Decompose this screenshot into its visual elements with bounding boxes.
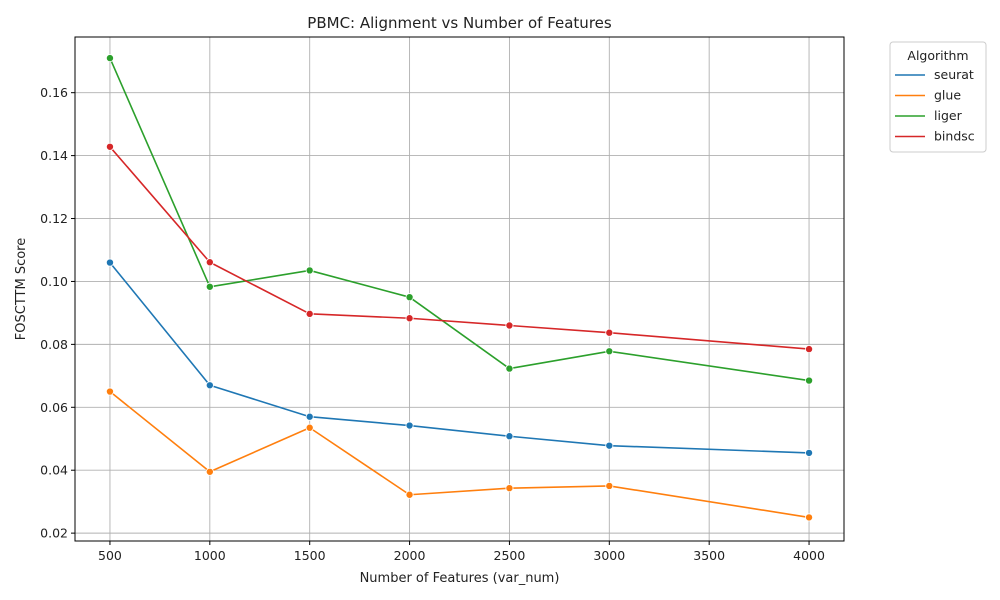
data-point-glue [505,484,514,493]
series-line-bindsc [109,146,810,350]
data-point-glue [405,490,414,499]
x-tick-label: 2000 [394,548,426,563]
data-point-seurat [205,381,214,390]
data-point-bindsc [505,321,514,330]
data-point-seurat [305,412,314,421]
series-line-liger [109,57,810,382]
data-point-bindsc [305,309,314,318]
data-point-bindsc [105,142,114,151]
data-point-liger [505,364,514,373]
data-point-seurat [105,258,114,267]
x-tick-label: 3000 [593,548,625,563]
chart-title: PBMC: Alignment vs Number of Features [307,14,612,32]
data-point-liger [605,347,614,356]
x-tick-label: 4000 [793,548,825,563]
legend-label-seurat: seurat [934,67,974,82]
y-tick-label: 0.12 [40,211,68,226]
y-tick-label: 0.04 [40,463,68,478]
legend-label-glue: glue [934,88,961,103]
series-lines [109,57,810,519]
y-tick-label: 0.14 [40,148,68,163]
data-point-seurat [405,421,414,430]
x-axis-ticks: 500 1000 1500 2000 2500 3000 3500 4000 [98,541,825,563]
data-point-glue [105,387,114,396]
x-tick-label: 3500 [693,548,725,563]
x-tick-label: 2500 [494,548,526,563]
data-point-seurat [605,441,614,450]
x-tick-label: 1000 [194,548,226,563]
legend-label-liger: liger [934,108,963,123]
data-point-glue [605,481,614,490]
y-tick-label: 0.08 [40,337,68,352]
legend-label-bindsc: bindsc [934,129,975,144]
data-point-bindsc [205,258,214,267]
data-point-bindsc [605,328,614,337]
series-line-seurat [109,262,810,454]
data-point-seurat [805,448,814,457]
series-line-glue [109,390,810,519]
data-point-seurat [505,432,514,441]
data-point-bindsc [405,314,414,323]
data-point-liger [805,376,814,385]
legend-box [889,41,987,153]
grid [75,37,844,541]
legend-entries: seurat glue liger bindsc [895,67,975,144]
x-axis-label: Number of Features (var_num) [360,571,560,586]
data-point-glue [205,467,214,476]
data-point-liger [105,54,114,63]
legend-title: Algorithm [907,48,968,63]
data-point-bindsc [805,345,814,354]
y-axis-ticks: 0.02 0.04 0.06 0.08 0.10 0.12 0.14 0.16 [40,85,75,541]
data-point-glue [805,513,814,522]
y-tick-label: 0.06 [40,400,68,415]
series-points [105,54,814,522]
y-tick-label: 0.02 [40,526,68,541]
legend: Algorithm seurat glue liger bindsc [889,41,987,153]
data-point-liger [405,293,414,302]
x-tick-label: 500 [98,548,122,563]
y-tick-label: 0.10 [40,274,68,289]
plot-frame [74,36,845,542]
data-point-liger [305,266,314,275]
y-tick-label: 0.16 [40,85,68,100]
data-point-liger [205,282,214,291]
data-point-glue [305,423,314,432]
x-tick-label: 1500 [294,548,326,563]
y-axis-label: FOSCTTM Score [14,238,29,340]
